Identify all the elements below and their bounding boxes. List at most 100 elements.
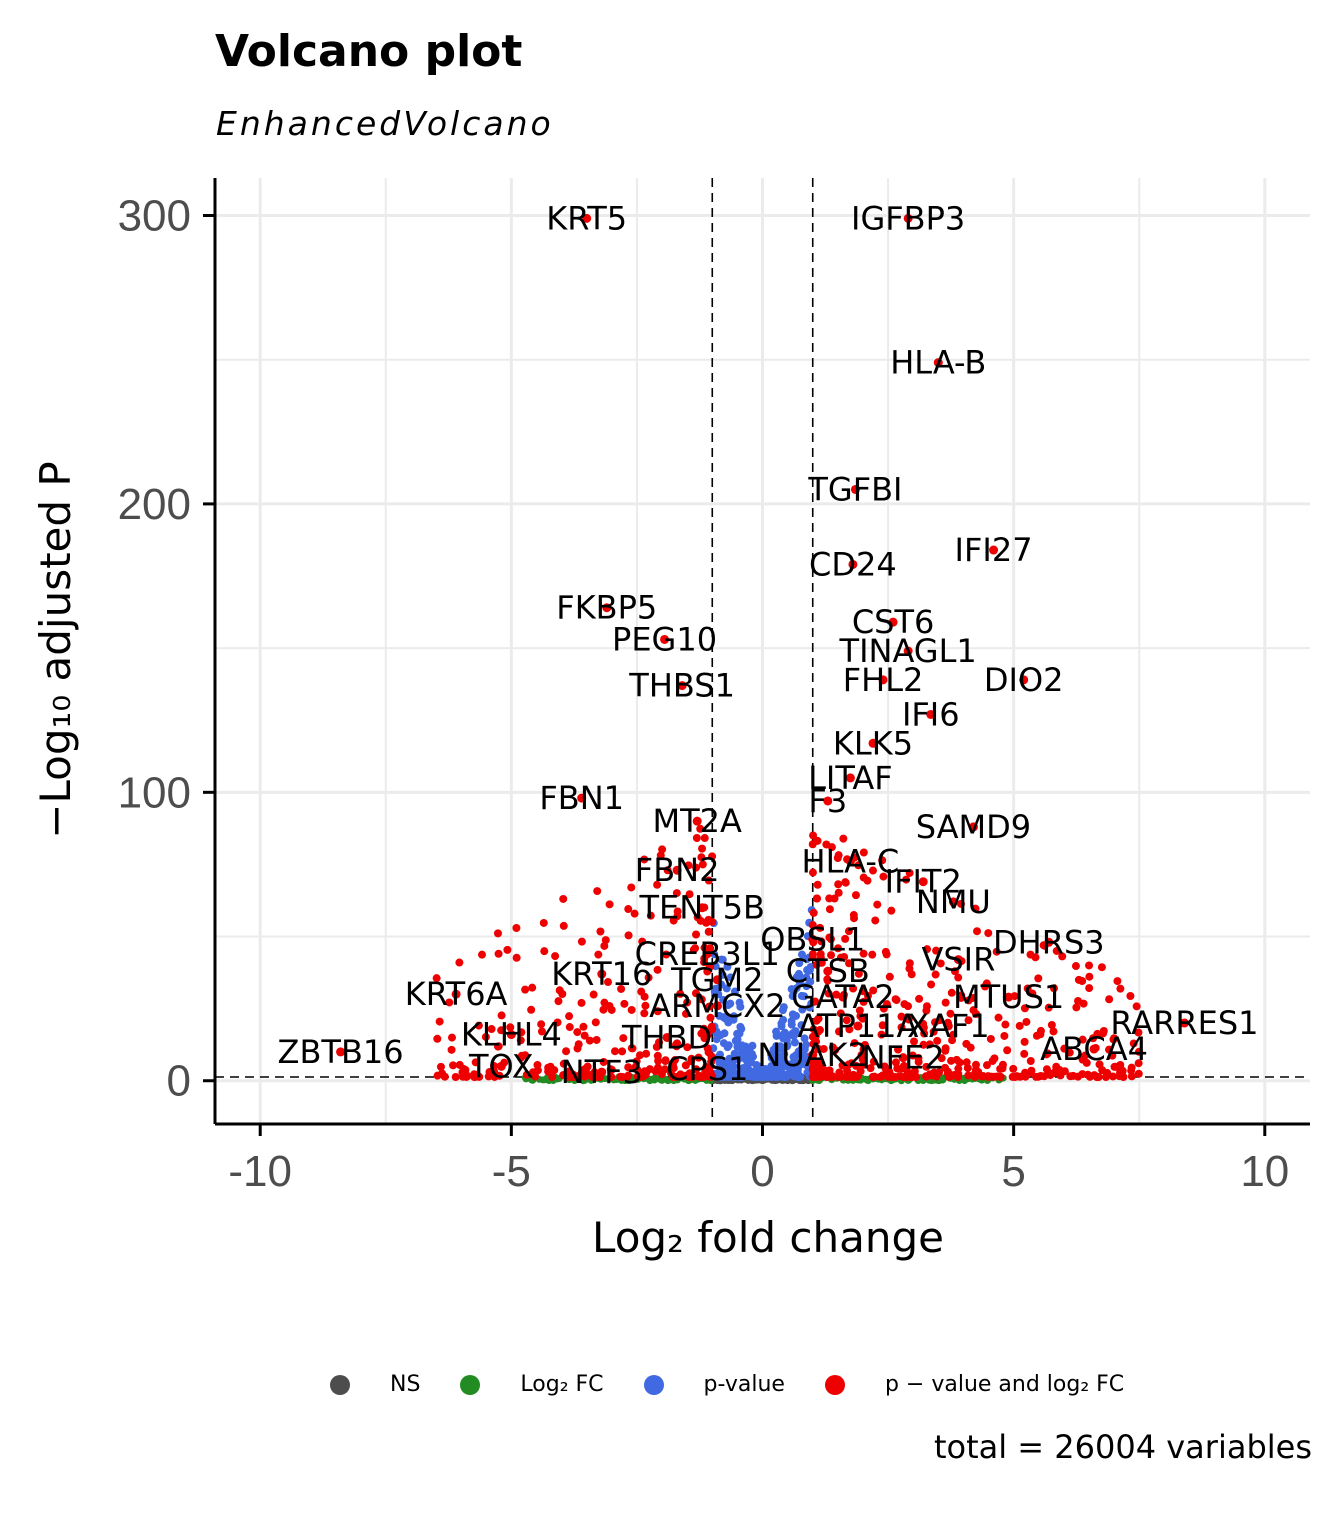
labeled-point bbox=[1019, 675, 1029, 685]
data-point bbox=[646, 911, 655, 920]
data-point bbox=[935, 1016, 944, 1025]
data-point bbox=[834, 1027, 843, 1036]
legend: NS Log₂ FC p-value p − value and log₂ FC bbox=[330, 1372, 1164, 1397]
data-point bbox=[971, 904, 980, 913]
labeled-points bbox=[336, 213, 1189, 1077]
data-point bbox=[657, 1070, 666, 1079]
data-point bbox=[814, 1044, 823, 1053]
data-point bbox=[436, 1062, 445, 1071]
data-point bbox=[787, 1020, 796, 1029]
data-point bbox=[548, 1072, 557, 1081]
chart-title: Volcano plot bbox=[215, 26, 523, 77]
point-label: IGFBP3 bbox=[851, 199, 965, 237]
data-point bbox=[920, 1029, 929, 1038]
data-point bbox=[579, 1022, 588, 1031]
point-label: CREB3L1 bbox=[635, 935, 780, 973]
data-point bbox=[806, 963, 815, 972]
data-point bbox=[656, 851, 665, 860]
data-point bbox=[964, 996, 973, 1005]
point-label: XAF1 bbox=[907, 1007, 990, 1045]
data-point bbox=[859, 873, 868, 882]
data-point bbox=[941, 998, 950, 1007]
labeled-point bbox=[823, 966, 833, 976]
data-point bbox=[1071, 962, 1080, 971]
data-point bbox=[1078, 977, 1087, 986]
data-point bbox=[630, 909, 639, 918]
labeled-point bbox=[850, 484, 860, 494]
data-point bbox=[642, 1049, 651, 1058]
data-point bbox=[893, 1064, 902, 1073]
data-point bbox=[577, 998, 586, 1007]
data-point bbox=[599, 1058, 608, 1067]
data-point bbox=[1129, 1039, 1138, 1048]
labeled-point bbox=[808, 1050, 818, 1060]
data-point bbox=[533, 1066, 542, 1075]
point-label: FKBP5 bbox=[556, 589, 657, 627]
data-point bbox=[569, 1070, 578, 1079]
data-point bbox=[565, 1012, 574, 1021]
data-point bbox=[859, 987, 868, 996]
data-point bbox=[1055, 1065, 1064, 1074]
y-axis-label: −Log₁₀ adjusted P bbox=[31, 461, 80, 838]
data-point bbox=[972, 1010, 981, 1019]
data-point bbox=[922, 1062, 931, 1071]
data-point bbox=[694, 1053, 703, 1062]
labeled-point bbox=[968, 822, 978, 832]
data-point bbox=[850, 914, 859, 923]
data-point bbox=[856, 1012, 865, 1021]
data-point bbox=[809, 1039, 818, 1048]
data-point bbox=[1052, 946, 1061, 955]
data-point bbox=[654, 1056, 663, 1065]
data-point bbox=[1078, 1035, 1087, 1044]
data-point bbox=[933, 1036, 942, 1045]
labeled-point bbox=[989, 545, 999, 555]
data-point bbox=[842, 1016, 851, 1025]
data-point bbox=[797, 1059, 806, 1068]
point-label: CPS1 bbox=[666, 1050, 748, 1088]
point-label: FBN2 bbox=[635, 851, 720, 889]
data-point bbox=[683, 998, 692, 1007]
data-point bbox=[937, 1054, 946, 1063]
data-point bbox=[903, 1072, 912, 1081]
data-point bbox=[550, 1066, 559, 1075]
data-point bbox=[494, 949, 503, 958]
labeled-point bbox=[336, 1047, 346, 1057]
data-point bbox=[1069, 1071, 1078, 1080]
data-point bbox=[1105, 995, 1114, 1004]
data-point bbox=[640, 1067, 649, 1076]
data-point bbox=[841, 878, 850, 887]
data-point bbox=[984, 929, 993, 938]
data-point bbox=[555, 986, 564, 995]
data-point bbox=[585, 1036, 594, 1045]
point-label: CST6 bbox=[852, 603, 935, 641]
labeled-point bbox=[808, 934, 818, 944]
data-point bbox=[780, 1028, 789, 1037]
data-point bbox=[723, 962, 732, 971]
data-point bbox=[497, 1026, 506, 1035]
data-point bbox=[868, 950, 877, 959]
legend-label: Log₂ FC bbox=[520, 1372, 604, 1397]
data-point bbox=[844, 1060, 853, 1069]
data-point bbox=[562, 1047, 571, 1056]
data-point bbox=[912, 1072, 921, 1081]
data-point bbox=[721, 1014, 730, 1023]
data-point bbox=[619, 1034, 628, 1043]
data-point bbox=[949, 1030, 958, 1039]
data-point bbox=[834, 888, 843, 897]
data-point bbox=[812, 1016, 821, 1025]
point-label: NUAK2 bbox=[757, 1036, 868, 1074]
data-point bbox=[730, 987, 739, 996]
data-point bbox=[635, 1051, 644, 1060]
data-point bbox=[640, 1009, 649, 1018]
data-point bbox=[956, 899, 965, 908]
point-label: KRT16 bbox=[551, 955, 652, 993]
data-point bbox=[445, 998, 454, 1007]
data-point bbox=[971, 1060, 980, 1069]
data-point bbox=[700, 834, 709, 843]
point-label: PEG10 bbox=[612, 620, 717, 658]
data-point bbox=[517, 1028, 526, 1037]
data-point bbox=[487, 1025, 496, 1034]
data-point bbox=[720, 1029, 729, 1038]
data-point bbox=[638, 937, 647, 946]
data-point bbox=[627, 883, 636, 892]
